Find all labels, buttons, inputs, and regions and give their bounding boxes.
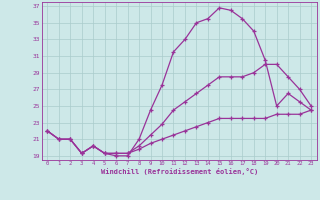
X-axis label: Windchill (Refroidissement éolien,°C): Windchill (Refroidissement éolien,°C): [100, 168, 258, 175]
